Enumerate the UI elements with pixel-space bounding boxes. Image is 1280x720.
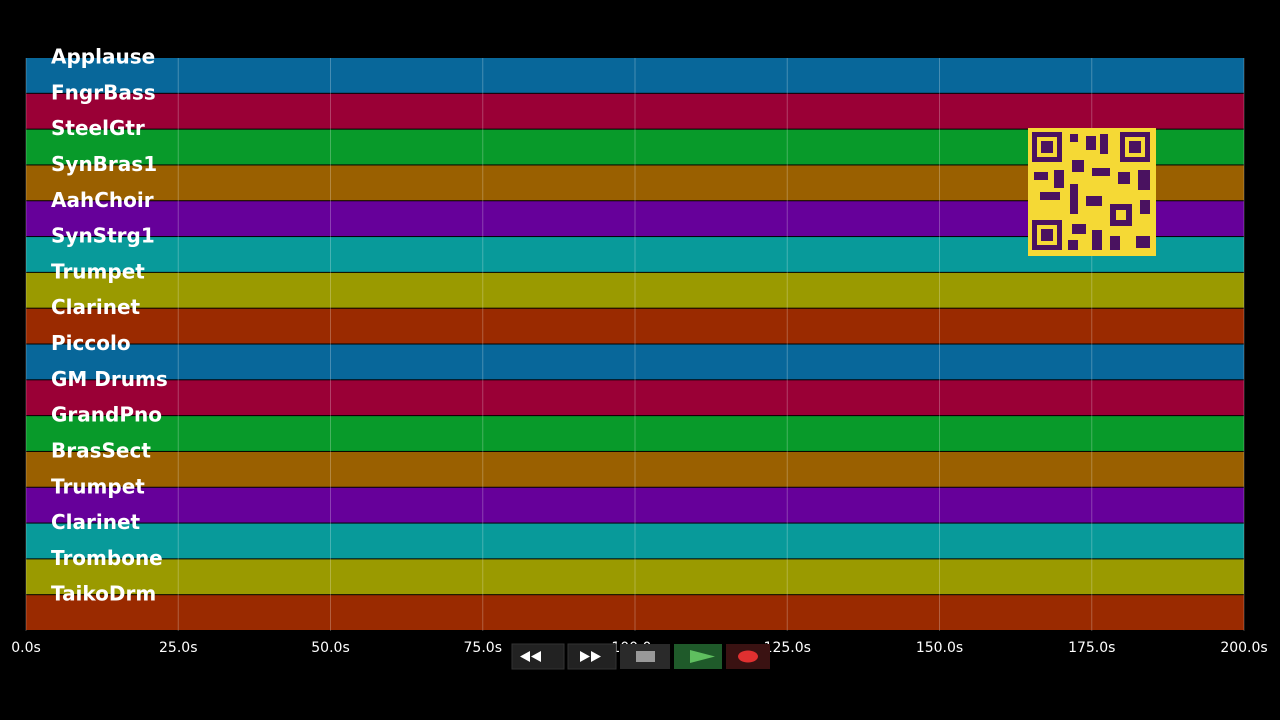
- track-label: Trombone: [51, 546, 163, 570]
- x-tick-label: 75.0s: [464, 640, 502, 656]
- track-label: Clarinet: [51, 295, 141, 319]
- track-row: [26, 559, 1244, 595]
- track-label: AahChoir: [51, 188, 154, 212]
- grid: [25, 58, 1245, 631]
- record-button[interactable]: [726, 644, 770, 669]
- track-row: [26, 523, 1244, 559]
- track-label: SynBras1: [51, 152, 157, 176]
- x-tick-label: 150.0s: [916, 640, 963, 656]
- track-row: [26, 595, 1244, 630]
- track-label: GrandPno: [51, 403, 162, 427]
- track-label: FngrBass: [51, 80, 156, 104]
- qr-code: [1028, 128, 1156, 256]
- x-tick-label: 50.0s: [311, 640, 349, 656]
- track-label: Trumpet: [51, 259, 145, 283]
- stop-button[interactable]: [620, 644, 670, 669]
- track-row: [26, 380, 1244, 416]
- track-label: SteelGtr: [51, 116, 145, 140]
- x-tick-label: 25.0s: [159, 640, 197, 656]
- player-controls: [511, 643, 770, 670]
- track-label: Trumpet: [51, 474, 145, 498]
- track-row: [26, 487, 1244, 523]
- track-labels: Applause FngrBass SteelGtr SynBras1 AahChoir…: [51, 45, 168, 606]
- track-label: TaikoDrm: [51, 582, 156, 606]
- x-tick-label: 175.0s: [1068, 640, 1115, 656]
- track-row: [26, 308, 1244, 344]
- x-tick-label: 125.0s: [764, 640, 811, 656]
- track-label: Applause: [51, 45, 155, 69]
- track-row: [26, 451, 1244, 487]
- play-button[interactable]: [674, 644, 722, 669]
- fast-forward-button[interactable]: [567, 643, 617, 670]
- x-tick-label: 200.0s: [1220, 640, 1267, 656]
- track-row: [26, 272, 1244, 308]
- track-label: SynStrg1: [51, 224, 155, 248]
- track-row: [26, 58, 1244, 93]
- track-label: Piccolo: [51, 331, 131, 355]
- track-row: [26, 416, 1244, 451]
- track-row: [26, 93, 1244, 129]
- track-label: GM Drums: [51, 367, 168, 391]
- track-label: Clarinet: [51, 510, 141, 534]
- track-label: BrasSect: [51, 438, 151, 462]
- track-row: [26, 344, 1244, 380]
- rewind-button[interactable]: [511, 643, 565, 670]
- x-tick-label: 0.0s: [11, 640, 41, 656]
